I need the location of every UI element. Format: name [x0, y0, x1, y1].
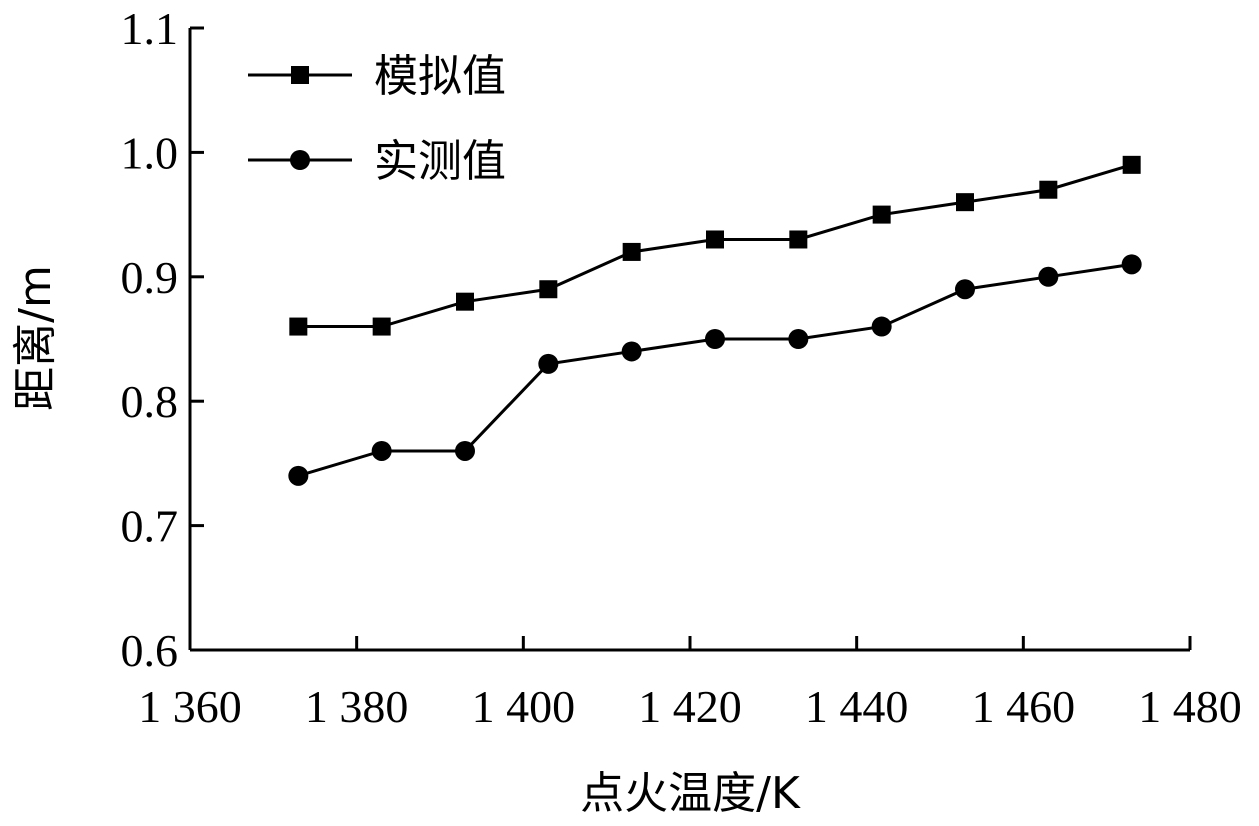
data-point-circle: [371, 440, 392, 461]
y-tick-label: 0.9: [121, 252, 179, 303]
data-point-circle: [788, 329, 809, 349]
data-point-square: [872, 205, 891, 224]
data-point-circle: [1121, 254, 1142, 275]
data-point-circle: [871, 316, 892, 337]
data-point-circle: [955, 279, 975, 300]
data-point-square: [372, 317, 391, 336]
data-point-square: [956, 193, 974, 212]
legend-label: 模拟值: [374, 51, 506, 102]
data-point-circle: [455, 440, 475, 461]
data-point-square: [706, 230, 724, 249]
data-point-circle: [288, 465, 309, 486]
x-tick-label: 1 360: [138, 681, 242, 732]
data-point-circle: [1038, 266, 1059, 287]
y-axis-title: 距离/m: [10, 265, 61, 411]
series-2: [288, 254, 1142, 486]
y-tick-label: 0.8: [121, 376, 179, 427]
data-point-circle: [621, 341, 642, 362]
legend-item: 模拟值: [248, 51, 506, 102]
legend-marker-square: [291, 66, 309, 84]
y-tick-label: 1.1: [121, 3, 179, 54]
y-tick-label: 0.6: [121, 625, 179, 676]
data-point-square: [539, 280, 558, 299]
legend-item: 实测值: [248, 136, 506, 187]
x-tick-label: 1 420: [638, 681, 742, 732]
y-tick-label: 0.7: [121, 501, 179, 552]
legend-marker-circle: [290, 150, 310, 170]
data-point-square: [456, 292, 474, 311]
data-point-square: [1039, 180, 1058, 199]
axes: 0.6 0.7 0.8 0.9 1.0 1.1 1 360 1 380 1 400 1 420 1 …: [121, 3, 1242, 732]
data-point-circle: [705, 329, 725, 349]
x-tick-label: 1 380: [305, 681, 409, 732]
data-point-square: [622, 242, 641, 261]
x-axis-title: 点火温度/K: [580, 768, 801, 819]
y-tick-label: 1.0: [121, 127, 179, 178]
series-layer: [288, 155, 1142, 486]
x-tick-label: 1 440: [805, 681, 909, 732]
x-tick-label: 1 460: [972, 681, 1076, 732]
series-1: [289, 155, 1141, 336]
legend-label: 实测值: [374, 136, 506, 187]
data-point-square: [289, 317, 308, 336]
series-line: [297, 262, 1132, 478]
data-point-square: [1122, 155, 1141, 174]
data-point-square: [789, 230, 808, 249]
data-point-circle: [538, 353, 559, 374]
x-tick-label: 1 400: [472, 681, 576, 732]
x-tick-label: 1 480: [1138, 681, 1242, 732]
